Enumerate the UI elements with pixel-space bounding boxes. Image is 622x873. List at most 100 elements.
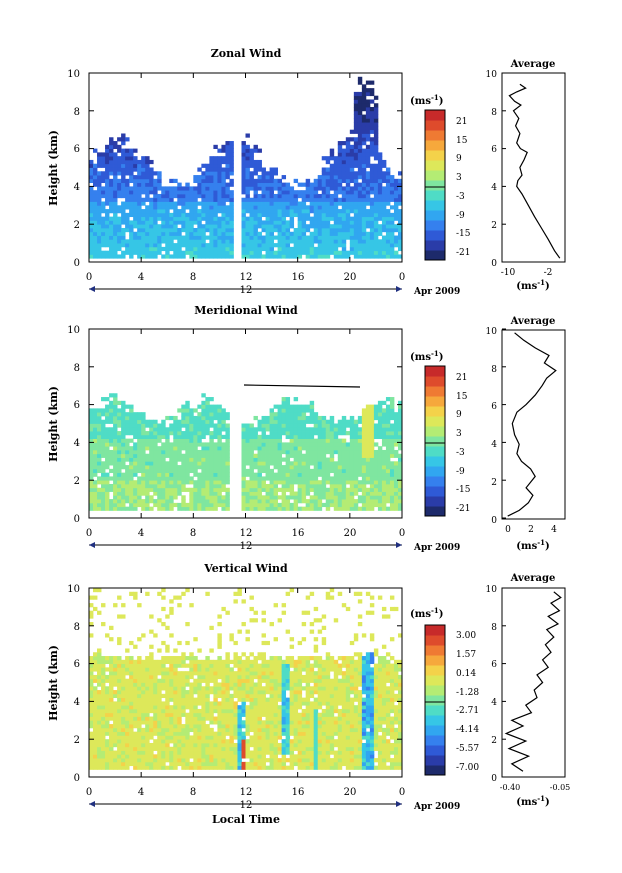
heatmap-cell	[129, 167, 134, 172]
heatmap-cell	[209, 449, 214, 455]
heatmap-cell	[105, 690, 110, 695]
heatmap-cell	[173, 461, 178, 466]
heatmap-cell	[129, 476, 134, 481]
heatmap-cell	[145, 697, 150, 702]
heatmap-cell	[253, 453, 258, 458]
heatmap-cell	[353, 122, 359, 127]
heatmap-cell	[109, 506, 114, 511]
heatmap-cell	[161, 246, 166, 252]
heatmap-cell	[361, 415, 367, 421]
heatmap-cell	[321, 243, 327, 248]
heatmap-cell	[121, 427, 126, 432]
colorbar-tick: -15	[456, 485, 471, 495]
x-tick-label: 16	[292, 528, 305, 539]
heatmap-cell	[113, 716, 118, 721]
heatmap-cell	[193, 724, 198, 729]
heatmap-cell	[165, 690, 170, 695]
heatmap-cell	[141, 178, 146, 184]
heatmap-cell	[121, 472, 126, 477]
heatmap-cell	[141, 746, 146, 751]
heatmap-cell	[113, 442, 118, 447]
heatmap-cell	[89, 735, 94, 740]
heatmap-cell	[101, 682, 106, 687]
heatmap-cell	[97, 754, 102, 759]
heatmap-cell	[153, 716, 158, 721]
heatmap-cell	[181, 446, 186, 451]
heatmap-cell	[205, 227, 210, 233]
heatmap-cell	[133, 502, 138, 508]
heatmap-cell	[317, 461, 323, 466]
heatmap-cell	[101, 190, 106, 195]
heatmap-cell	[209, 502, 214, 508]
heatmap-cell	[281, 246, 287, 252]
heatmap-cell	[173, 457, 178, 462]
heatmap-cell	[345, 468, 351, 474]
heatmap-cell	[201, 453, 206, 458]
heatmap-cell	[89, 610, 94, 615]
heatmap-cell	[193, 453, 198, 458]
heatmap-cell	[385, 476, 391, 481]
heatmap-cell	[113, 190, 118, 195]
heatmap-cell	[357, 415, 363, 421]
heatmap-cell	[133, 480, 138, 485]
heatmap-cell	[193, 246, 198, 252]
heatmap-cell	[93, 693, 98, 699]
heatmap-cell	[357, 118, 363, 123]
heatmap-cell	[225, 224, 230, 229]
heatmap-cell	[205, 705, 210, 710]
heatmap-cell	[133, 193, 138, 199]
heatmap-cell	[97, 735, 102, 740]
heatmap-cell	[181, 431, 186, 436]
heatmap-cell	[133, 209, 138, 214]
heatmap-cell	[265, 212, 270, 218]
heatmap-cell	[117, 690, 122, 695]
heatmap-cell	[117, 243, 122, 248]
heatmap-cell	[301, 472, 307, 477]
heatmap-cell	[121, 705, 126, 710]
heatmap-cell	[261, 465, 266, 470]
meridional-colorbar	[425, 366, 445, 517]
heatmap-cell	[189, 690, 194, 695]
heatmap-cell	[93, 408, 98, 413]
heatmap-cell	[113, 465, 118, 470]
heatmap-cell	[361, 99, 367, 104]
heatmap-cell	[109, 750, 114, 755]
heatmap-cell	[249, 461, 254, 466]
heatmap-cell	[261, 457, 266, 462]
heatmap-cell	[189, 701, 194, 706]
heatmap-cell	[265, 449, 270, 455]
heatmap-cell	[109, 434, 114, 440]
heatmap-cell	[389, 453, 395, 458]
heatmap-cell	[117, 224, 122, 229]
heatmap-cell	[365, 159, 371, 165]
heatmap-cell	[229, 746, 234, 751]
heatmap-cell	[389, 231, 395, 236]
heatmap-cell	[93, 595, 98, 600]
heatmap-cell	[313, 461, 319, 466]
heatmap-cell	[101, 397, 106, 402]
heatmap-cell	[293, 209, 299, 214]
heatmap-cell	[333, 159, 339, 165]
heatmap-cell	[117, 614, 122, 619]
heatmap-cell	[137, 212, 142, 218]
heatmap-cell	[225, 705, 230, 710]
heatmap-cell	[165, 216, 170, 221]
heatmap-cell	[269, 442, 274, 447]
heatmap-cell	[341, 209, 347, 214]
heatmap-cell	[117, 254, 122, 259]
heatmap-cell	[253, 201, 258, 206]
heatmap-cell	[281, 480, 287, 485]
heatmap-cell	[121, 701, 126, 706]
heatmap-cell	[373, 156, 379, 161]
heatmap-cell	[337, 209, 343, 214]
heatmap-cell	[125, 746, 130, 751]
heatmap-cell	[113, 453, 118, 458]
heatmap-cell	[249, 434, 254, 440]
heatmap-cell	[385, 231, 391, 236]
heatmap-cell	[105, 727, 110, 733]
heatmap-cell	[125, 731, 130, 736]
heatmap-cell	[189, 491, 194, 496]
heatmap-cell	[113, 693, 118, 699]
heatmap-cell	[173, 663, 178, 668]
